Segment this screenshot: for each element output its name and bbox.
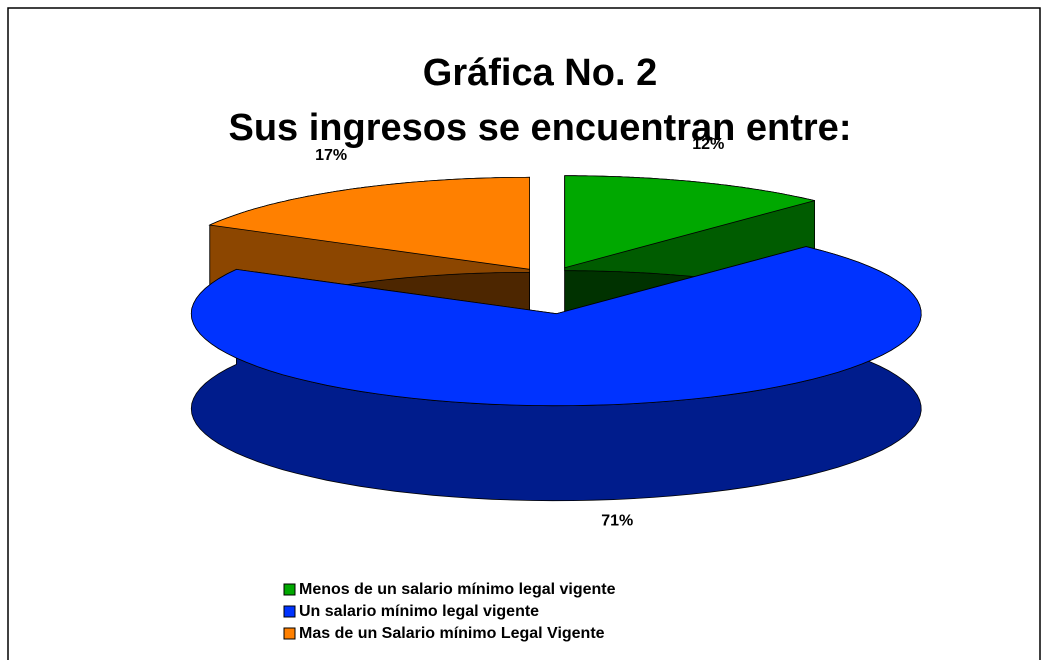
legend-swatch (283, 627, 296, 640)
slice (190, 246, 922, 502)
slice-top (208, 176, 530, 270)
value-label: 17% (315, 147, 347, 164)
legend-swatch (283, 605, 296, 618)
legend-label: Menos de un salario mínimo legal vigente (299, 581, 616, 598)
chart-title: Gráfica No. 2 (423, 52, 657, 94)
legend-swatch (283, 583, 296, 596)
legend-label: Mas de un Salario mínimo Legal Vigente (299, 625, 605, 642)
frame (7, 7, 1041, 660)
value-label: 12% (692, 136, 724, 153)
chart-subtitle: Sus ingresos se encuentran entre: (229, 107, 852, 149)
legend-label: Un salario mínimo legal vigente (299, 603, 539, 620)
slice-top (190, 246, 922, 407)
slice-top (564, 175, 815, 269)
value-label: 71% (601, 512, 633, 529)
